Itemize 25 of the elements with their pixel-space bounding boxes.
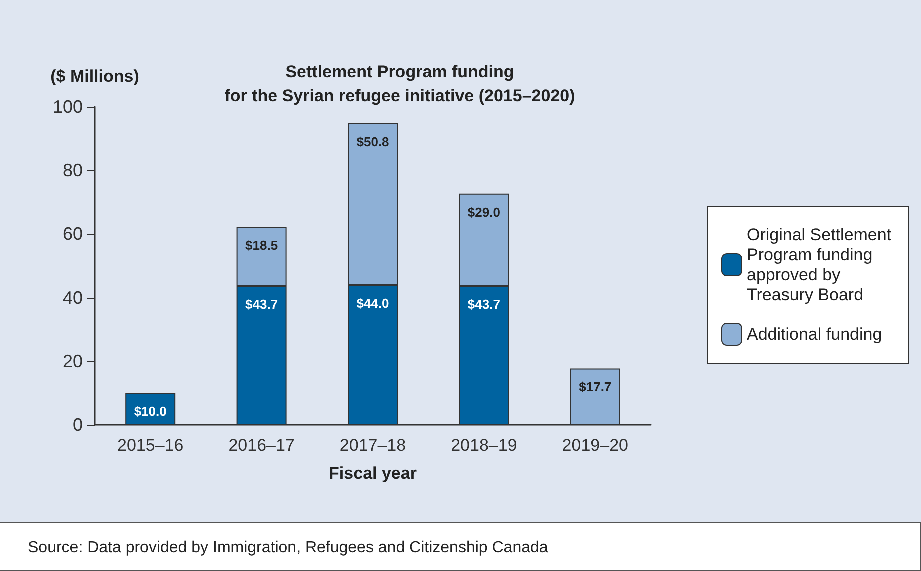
source-note: Source: Data provided by Immigration, Refugees and Citizenship Canada — [28, 540, 548, 556]
y-tick-label: 40 — [62, 288, 83, 308]
legend-label: Original Settlement Program funding approved by Treasury Board — [747, 226, 896, 304]
data-label: $17.7 — [579, 380, 612, 395]
chart-title: Settlement Program funding for the Syrian refugee initiative (2015–2020) — [224, 62, 576, 106]
x-tick-label: 2016–17 — [228, 436, 295, 455]
data-label: $10.0 — [134, 404, 167, 420]
y-tick-label: 0 — [72, 415, 83, 435]
x-axis-title: Fiscal year — [329, 464, 418, 483]
x-tick-label: 2017–18 — [340, 436, 406, 455]
data-label: $43.7 — [246, 297, 278, 312]
data-label: $18.5 — [246, 238, 278, 254]
data-label: $29.0 — [468, 204, 500, 220]
x-tick-label: 2018–19 — [451, 436, 518, 455]
x-tick-label: 2015–16 — [118, 436, 184, 455]
data-label: $43.7 — [468, 297, 500, 312]
y-axis-title: ($ Millions) — [50, 67, 140, 86]
x-tick-label: 2019–20 — [562, 436, 628, 455]
y-tick-label: 60 — [62, 224, 83, 244]
data-label: $50.8 — [356, 134, 390, 150]
data-label: $44.0 — [356, 296, 390, 312]
legend-label: Additional funding — [747, 325, 882, 344]
y-tick-label: 80 — [62, 160, 83, 181]
y-tick-label: 100 — [52, 97, 83, 117]
y-tick-label: 20 — [62, 351, 83, 372]
